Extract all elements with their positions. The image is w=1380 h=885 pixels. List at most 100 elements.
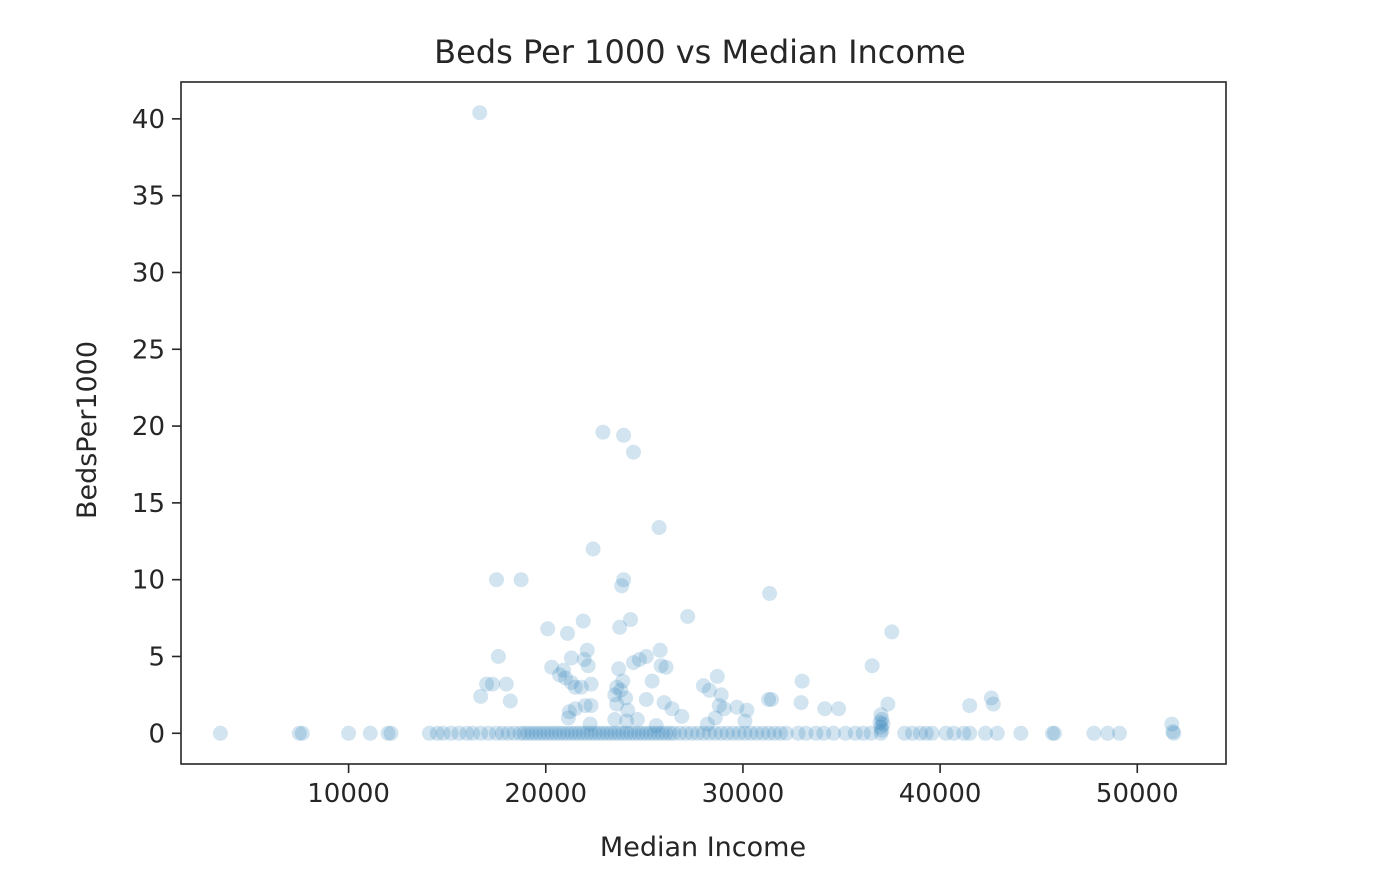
data-point	[485, 676, 500, 692]
data-point	[516, 725, 532, 741]
y-tick-label: 5	[148, 642, 165, 672]
data-point	[473, 688, 489, 704]
data-point	[599, 725, 615, 741]
data-point	[563, 675, 579, 691]
data-point	[884, 624, 900, 640]
data-point	[790, 725, 806, 741]
data-point	[498, 676, 514, 692]
data-point	[656, 695, 672, 711]
data-point	[490, 649, 506, 664]
data-point	[595, 424, 611, 440]
data-point	[874, 722, 890, 738]
x-tick-label: 20000	[504, 779, 587, 809]
data-point	[459, 725, 475, 741]
data-point	[1166, 725, 1182, 741]
data-point	[985, 696, 1001, 712]
data-point	[623, 725, 638, 741]
data-point	[623, 612, 638, 628]
data-point	[918, 725, 934, 741]
y-tick-label: 0	[148, 719, 165, 749]
data-points	[212, 105, 1182, 741]
data-point	[472, 105, 488, 121]
data-point	[540, 725, 556, 741]
data-point	[696, 678, 711, 694]
data-point	[362, 725, 378, 741]
data-point	[563, 725, 579, 741]
data-point	[383, 725, 399, 741]
data-point	[716, 701, 732, 717]
data-point	[826, 725, 842, 741]
data-point	[863, 725, 879, 741]
data-point	[294, 725, 310, 741]
x-tick-label: 50000	[1096, 779, 1179, 809]
data-point	[1100, 725, 1116, 741]
data-point	[638, 649, 654, 664]
data-point	[737, 725, 753, 741]
data-point	[609, 696, 625, 712]
data-point	[638, 692, 654, 707]
data-point	[701, 682, 717, 698]
data-point	[481, 725, 497, 741]
data-point	[674, 708, 690, 724]
data-point	[575, 725, 591, 741]
data-point	[739, 702, 755, 718]
y-tick-label: 20	[132, 412, 165, 442]
data-point	[749, 725, 765, 741]
data-point	[552, 725, 568, 741]
data-point	[603, 725, 619, 741]
data-point	[1164, 716, 1180, 732]
data-point	[435, 725, 451, 741]
data-point	[528, 725, 544, 741]
data-point	[1086, 725, 1102, 741]
data-point	[552, 667, 568, 683]
data-point	[612, 619, 628, 635]
data-point	[611, 661, 627, 677]
data-point	[626, 444, 641, 460]
data-point	[615, 673, 631, 689]
data-point	[429, 725, 445, 741]
data-point	[591, 725, 607, 741]
data-point	[905, 725, 920, 741]
data-point	[653, 658, 669, 674]
chart-title: Beds Per 1000 vs Median Income	[434, 33, 966, 71]
data-point	[755, 725, 771, 741]
data-point	[737, 713, 753, 729]
y-tick-label: 30	[132, 258, 165, 288]
data-point	[583, 676, 599, 692]
data-point	[544, 659, 560, 675]
data-point	[666, 725, 682, 741]
data-point	[989, 725, 1005, 741]
data-point	[729, 699, 745, 715]
data-point	[465, 725, 481, 741]
data-point	[536, 725, 552, 741]
y-tick-label: 35	[132, 182, 165, 212]
data-point	[616, 572, 632, 588]
data-point	[956, 725, 972, 741]
data-point	[634, 725, 650, 741]
data-point	[761, 692, 777, 707]
data-point	[587, 725, 603, 741]
data-point	[630, 725, 646, 741]
data-point	[579, 642, 595, 658]
data-point	[619, 713, 635, 729]
data-point	[816, 725, 832, 741]
x-tick-label: 30000	[702, 779, 785, 809]
data-point	[421, 725, 437, 741]
data-point	[513, 572, 529, 588]
data-point	[897, 725, 913, 741]
data-point	[646, 725, 662, 741]
data-point	[512, 725, 528, 741]
data-point	[1112, 725, 1127, 741]
data-point	[631, 652, 647, 667]
data-point	[699, 716, 715, 732]
data-point	[778, 725, 794, 741]
data-point	[650, 725, 666, 741]
data-point	[817, 701, 833, 717]
plot-frame	[180, 81, 1227, 765]
data-point	[629, 712, 645, 727]
data-point	[582, 716, 598, 732]
data-point	[684, 725, 700, 741]
data-point	[563, 650, 579, 666]
